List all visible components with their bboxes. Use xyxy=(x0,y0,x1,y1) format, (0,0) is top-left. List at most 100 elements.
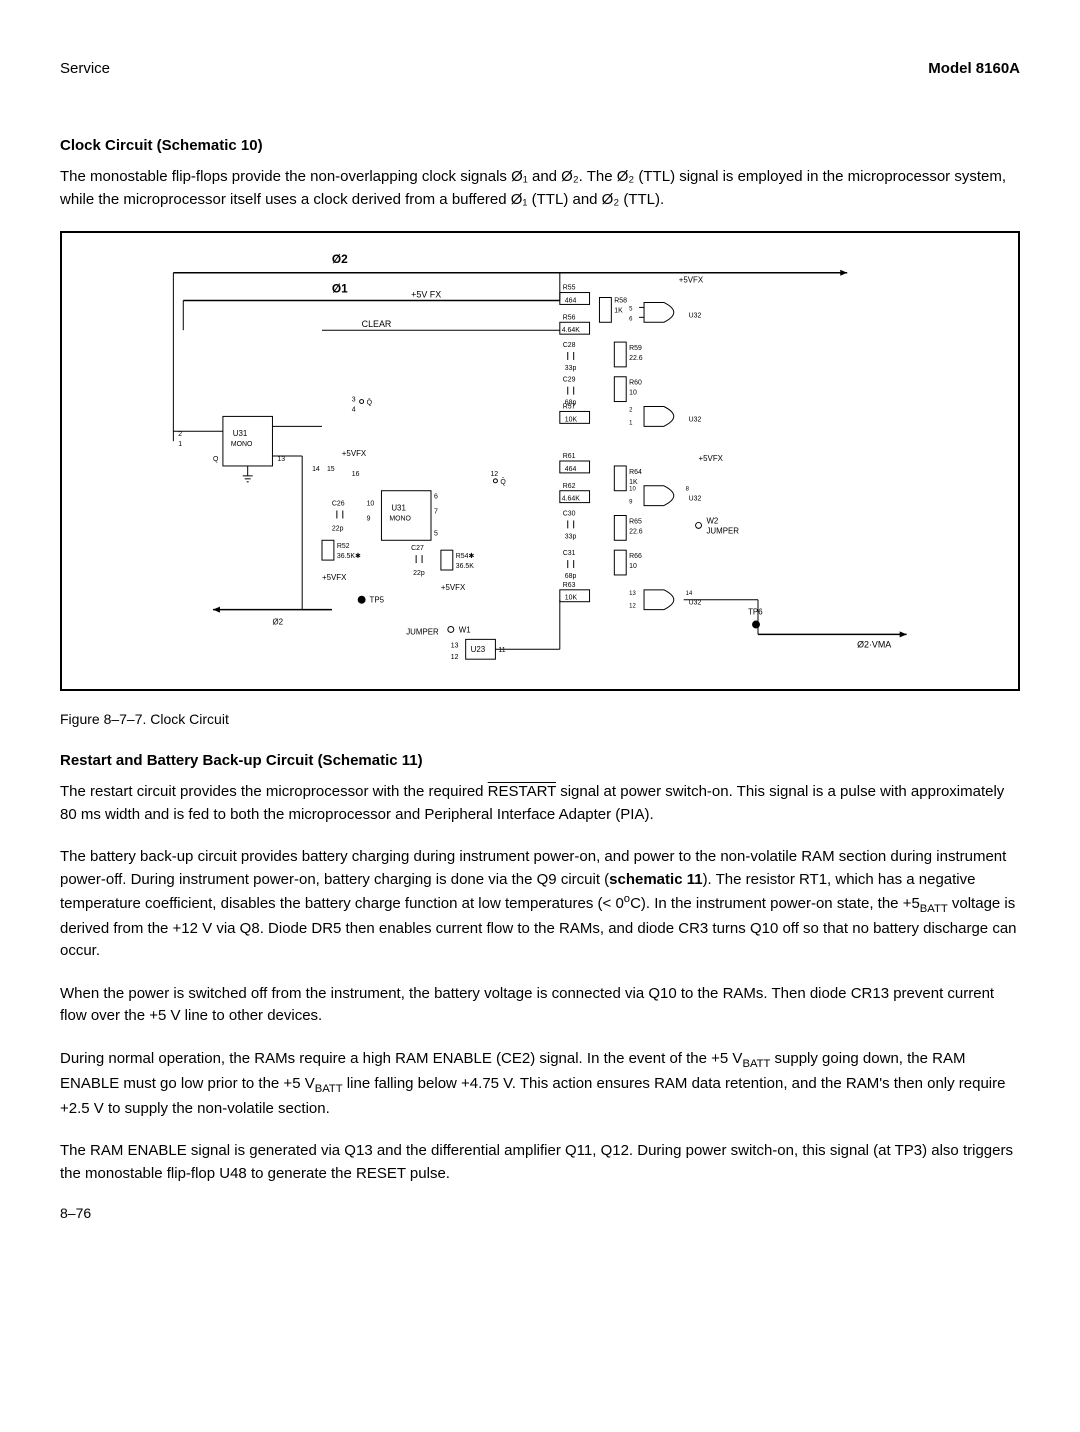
svg-text:1K: 1K xyxy=(629,479,638,486)
svg-text:Q̄: Q̄ xyxy=(500,478,506,486)
r52-label: R52 xyxy=(337,543,350,550)
phi2-label: Ø2 xyxy=(332,252,348,266)
v464k-label: 4.64K xyxy=(562,327,580,334)
svg-text:36.5K✱: 36.5K✱ xyxy=(337,552,361,560)
figure-caption: Figure 8–7–7. Clock Circuit xyxy=(60,711,1020,727)
v22p-label: 22p xyxy=(332,525,344,532)
section2-para5: The RAM ENABLE signal is generated via Q… xyxy=(60,1140,1020,1185)
svg-text:22.6: 22.6 xyxy=(629,528,643,535)
svg-text:13: 13 xyxy=(629,591,636,597)
v464-label: 464 xyxy=(565,297,577,304)
page-number: 8–76 xyxy=(60,1205,1020,1221)
svg-text:+5VFX: +5VFX xyxy=(679,276,704,285)
v226-label: 22.6 xyxy=(629,355,643,362)
c29-label: C29 xyxy=(563,377,576,384)
svg-text:14: 14 xyxy=(686,591,693,597)
svg-text:2: 2 xyxy=(629,407,632,413)
r62-label: R62 xyxy=(563,483,576,490)
r63-label: R63 xyxy=(563,582,576,589)
section1-para: The monostable flip-flops provide the no… xyxy=(60,166,1020,211)
r59-label: R59 xyxy=(629,345,642,352)
svg-text:9: 9 xyxy=(629,500,633,506)
svg-text:10: 10 xyxy=(367,501,375,508)
para1-pre: The restart circuit provides the micropr… xyxy=(60,783,488,800)
v33p-label: 33p xyxy=(565,365,577,372)
svg-text:9: 9 xyxy=(367,515,371,522)
section2-para3: When the power is switched off from the … xyxy=(60,983,1020,1028)
v10-label: 10 xyxy=(629,390,637,397)
section2-title: Restart and Battery Back-up Circuit (Sch… xyxy=(60,752,1020,769)
svg-text:2: 2 xyxy=(178,431,182,438)
svg-text:+5VFX: +5VFX xyxy=(699,454,724,463)
svg-text:+5VFX: +5VFX xyxy=(441,583,466,592)
restart-signal: RESTART xyxy=(488,783,556,800)
svfx-label: +5V FX xyxy=(411,290,441,300)
svg-text:464: 464 xyxy=(565,466,577,473)
svg-text:Q̄: Q̄ xyxy=(367,398,373,406)
svg-text:U32: U32 xyxy=(689,600,702,607)
svg-text:+5VFX: +5VFX xyxy=(342,449,367,458)
svg-text:10: 10 xyxy=(629,487,636,493)
phi1-label: Ø1 xyxy=(332,282,348,296)
u31-label2: U31 xyxy=(391,504,406,513)
c28-label: C28 xyxy=(563,342,576,349)
svg-text:8: 8 xyxy=(686,487,690,493)
r64-label: R64 xyxy=(629,469,642,476)
header-left: Service xyxy=(60,60,110,77)
jumper-label: JUMPER xyxy=(406,627,439,636)
section1-title: Clock Circuit (Schematic 10) xyxy=(60,137,1020,154)
svg-text:13: 13 xyxy=(277,456,285,463)
r58-label: R58 xyxy=(614,297,627,304)
c31-label: C31 xyxy=(563,550,576,557)
svg-text:4.64K: 4.64K xyxy=(562,496,580,503)
svg-text:36.5K: 36.5K xyxy=(456,563,474,570)
c27-label: C27 xyxy=(411,545,424,552)
svg-text:12: 12 xyxy=(629,604,636,610)
svg-text:15: 15 xyxy=(327,466,335,473)
schematic-diagram: Ø2 Ø1 +5V FX CLEAR U31 MONO Q 2 1 13 U31 xyxy=(60,231,1020,691)
svg-text:10K: 10K xyxy=(565,595,578,602)
r65-label: R65 xyxy=(629,518,642,525)
section2-para4: During normal operation, the RAMs requir… xyxy=(60,1048,1020,1120)
v10k-label: 10K xyxy=(565,416,578,423)
r54-label: R54✱ xyxy=(456,552,475,560)
r61-label: R61 xyxy=(563,453,576,460)
svg-text:5: 5 xyxy=(629,306,633,312)
clock-circuit-schematic: Ø2 Ø1 +5V FX CLEAR U31 MONO Q 2 1 13 U31 xyxy=(72,243,1008,679)
tp6-label: TP6 xyxy=(748,608,763,617)
svg-text:4: 4 xyxy=(352,406,356,413)
section2-para2: The battery back-up circuit provides bat… xyxy=(60,846,1020,963)
svg-text:3: 3 xyxy=(352,397,356,404)
svg-text:Ø2: Ø2 xyxy=(272,618,283,627)
clear-label: CLEAR xyxy=(362,319,392,329)
w1-label: W1 xyxy=(459,625,471,634)
page-header: Service Model 8160A xyxy=(60,60,1020,77)
svg-text:JUMPER: JUMPER xyxy=(706,526,739,535)
r56-label: R56 xyxy=(563,314,576,321)
svg-text:6: 6 xyxy=(434,494,438,501)
mono-label2: MONO xyxy=(389,515,411,522)
tp5-label: TP5 xyxy=(370,596,385,605)
svg-text:33p: 33p xyxy=(565,533,577,540)
svg-text:U32: U32 xyxy=(689,496,702,503)
r57-label: R57 xyxy=(563,403,576,410)
svg-text:13: 13 xyxy=(451,642,459,649)
svg-text:7: 7 xyxy=(434,509,438,516)
svg-text:+5VFX: +5VFX xyxy=(322,573,347,582)
c30-label: C30 xyxy=(563,511,576,518)
svg-text:5: 5 xyxy=(434,530,438,537)
svg-text:6: 6 xyxy=(629,316,633,322)
r55-label: R55 xyxy=(563,285,576,292)
svg-text:11: 11 xyxy=(498,647,505,654)
r60-label: R60 xyxy=(629,380,642,387)
svg-text:22p: 22p xyxy=(413,570,425,577)
svg-text:Q: Q xyxy=(213,456,219,463)
phi2vma-label: Ø2·VMA xyxy=(857,639,891,649)
r66-label: R66 xyxy=(629,553,642,560)
w2-label: W2 xyxy=(706,516,718,525)
u32-label: U32 xyxy=(689,312,702,319)
svg-text:14: 14 xyxy=(312,466,320,473)
svg-text:12: 12 xyxy=(451,654,459,661)
svg-text:10: 10 xyxy=(629,563,637,570)
u31-label: U31 xyxy=(233,429,248,438)
